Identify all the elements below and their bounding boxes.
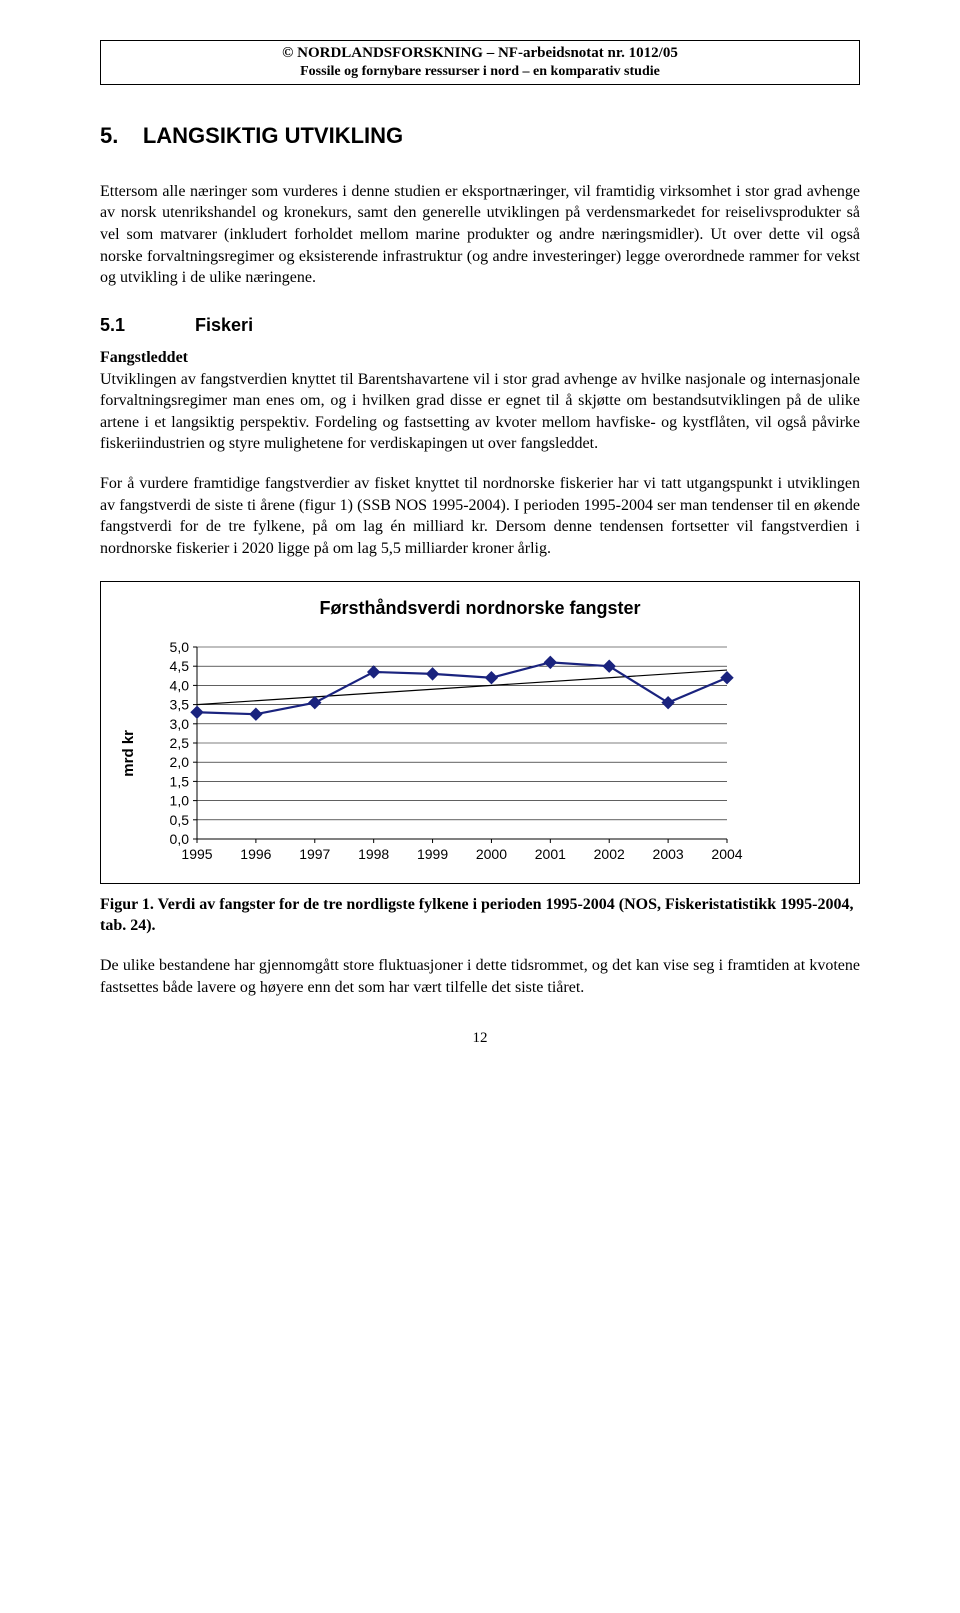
chart-title: Førsthåndsverdi nordnorske fangster xyxy=(119,596,841,620)
svg-text:4,5: 4,5 xyxy=(170,658,190,674)
chart-body: mrd kr 0,0 0,5 1,0 1,5 2,0 2,5 3,0 3,5 4,0 4,5 5,0… xyxy=(119,639,841,869)
svg-text:3,5: 3,5 xyxy=(170,696,190,712)
paragraph-2: For å vurdere framtidige fangstverdier a… xyxy=(100,473,860,559)
intro-paragraph: Ettersom alle næringer som vurderes i de… xyxy=(100,181,860,289)
svg-text:1995: 1995 xyxy=(182,846,213,862)
fangstleddet-paragraph: Fangstleddet Utviklingen av fangstverdie… xyxy=(100,347,860,455)
header-subtitle: Fossile og fornybare ressurser i nord – … xyxy=(109,63,851,82)
subsection-number: 5.1 xyxy=(100,313,125,337)
svg-text:1999: 1999 xyxy=(417,846,448,862)
subsection-heading: 5.1 Fiskeri xyxy=(100,313,860,337)
svg-text:0,0: 0,0 xyxy=(170,831,190,847)
closing-paragraph: De ulike bestandene har gjennomgått stor… xyxy=(100,955,860,998)
svg-text:4,0: 4,0 xyxy=(170,677,190,693)
chart-y-axis-label: mrd kr xyxy=(119,730,139,777)
svg-text:2001: 2001 xyxy=(535,846,566,862)
svg-text:2,5: 2,5 xyxy=(170,735,190,751)
chart-svg: 0,0 0,5 1,0 1,5 2,0 2,5 3,0 3,5 4,0 4,5 5,0 1995 199… xyxy=(145,639,745,869)
chart-container: Førsthåndsverdi nordnorske fangster mrd … xyxy=(100,581,860,883)
subsection-title: Fiskeri xyxy=(195,313,253,337)
svg-text:3,0: 3,0 xyxy=(170,716,190,732)
section-title: 5. LANGSIKTIG UTVIKLING xyxy=(100,121,860,151)
fangstleddet-text: Utviklingen av fangstverdien knyttet til… xyxy=(100,371,860,453)
doc-header: © NORDLANDSFORSKNING – NF-arbeidsnotat n… xyxy=(100,40,860,85)
header-copyright: © NORDLANDSFORSKNING – NF-arbeidsnotat n… xyxy=(109,43,851,63)
svg-text:2004: 2004 xyxy=(712,846,743,862)
svg-text:5,0: 5,0 xyxy=(170,639,190,655)
svg-text:1,0: 1,0 xyxy=(170,792,190,808)
svg-text:1997: 1997 xyxy=(299,846,330,862)
section-name: LANGSIKTIG UTVIKLING xyxy=(143,123,403,148)
figure-caption: Figur 1. Verdi av fangster for de tre no… xyxy=(100,894,860,937)
svg-text:1998: 1998 xyxy=(358,846,389,862)
svg-text:2002: 2002 xyxy=(594,846,625,862)
svg-text:2000: 2000 xyxy=(476,846,507,862)
svg-text:1,5: 1,5 xyxy=(170,773,190,789)
section-number: 5. xyxy=(100,123,118,148)
svg-text:1996: 1996 xyxy=(241,846,272,862)
svg-text:2,0: 2,0 xyxy=(170,754,190,770)
svg-text:0,5: 0,5 xyxy=(170,812,190,828)
svg-text:2003: 2003 xyxy=(653,846,684,862)
fangstleddet-head: Fangstleddet xyxy=(100,349,188,366)
page-number: 12 xyxy=(100,1028,860,1048)
